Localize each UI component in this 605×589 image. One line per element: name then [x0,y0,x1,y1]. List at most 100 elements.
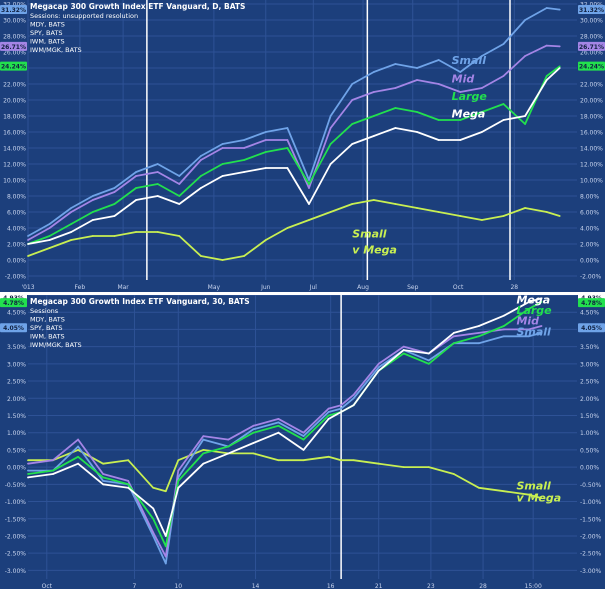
data-point-ratio [540,497,543,500]
data-point-small [329,115,332,117]
data-point-small [302,435,305,438]
y-tick-label-right: 2.50% [580,379,599,386]
data-point-mega [27,476,29,479]
data-point-mid [156,171,159,173]
data-point-mid [459,91,462,93]
data-point-large [427,362,430,365]
y-tick-label-left: 4.00% [7,226,26,233]
data-point-mid [528,328,530,331]
data-point-large [459,119,462,121]
data-point-small [528,335,530,338]
price-badge-label: 31.32% [579,7,604,14]
data-point-small [308,179,310,181]
legend-line: Sessions: unsupported resolution [30,12,138,20]
series-label-ratio: v Mega [352,244,397,257]
data-point-large [91,211,94,213]
price-badge-right [578,298,605,308]
data-point-mega [416,131,418,133]
y-tick-label-right: -2.50% [580,551,602,558]
y-tick-label-right: 4.00% [580,226,599,233]
data-point-mid [177,469,180,472]
x-tick-label: Oct [42,583,53,589]
y-tick-label-left: 2.00% [7,396,26,403]
data-point-small [327,411,330,413]
data-point-mega [340,411,343,413]
y-tick-label-left: 0.00% [7,465,26,472]
data-point-ratio [302,459,305,462]
data-point-mid [394,87,397,89]
data-point-mid [308,187,310,189]
data-point-ratio [178,235,181,237]
y-tick-label-right: 4.50% [580,310,599,317]
data-point-mid [351,99,354,101]
data-point-ratio [243,255,246,257]
data-point-ratio [308,219,310,221]
x-tick-label: Mar [117,284,129,291]
y-tick-label-left: -2.00% [5,533,27,540]
data-point-ratio [27,459,29,462]
data-point-mega [164,535,167,537]
data-point-large [329,143,332,145]
y-tick-label-left: 30.00% [3,18,26,25]
data-point-small [394,63,397,65]
data-point-large [221,163,224,165]
data-point-mid [135,175,137,177]
data-point-large [202,452,205,455]
y-tick-label-left: -1.50% [5,516,27,523]
data-point-large [277,424,280,427]
data-point-mega [302,449,305,451]
y-tick-label-left: 22.00% [3,82,26,89]
data-point-ratio [70,239,73,241]
x-tick-label: Sep [407,284,419,291]
x-tick-label: Aug [357,284,369,291]
price-badge-left [0,323,27,333]
data-point-ratio [502,215,505,217]
data-point-small [480,55,483,57]
series-label-small: Small [516,326,551,339]
data-point-ratio [558,215,561,217]
series-label-mid: Mid [452,72,475,85]
data-point-mid [152,531,155,534]
data-point-small [352,397,355,400]
data-point-mid [327,407,330,410]
series-label-ratio: Small [516,479,551,492]
series-label-small: Small [452,54,487,67]
chart-title: Megacap 300 Growth Index ETF Vanguard, 3… [30,297,250,306]
data-point-small [545,7,548,9]
data-point-large [264,151,267,153]
data-point-small [459,71,462,73]
data-point-large [102,476,105,479]
data-point-small [91,195,94,197]
series-line-large [27,301,542,548]
data-point-ratio [372,199,375,201]
data-point-small [502,43,505,45]
x-tick-label: 23 [427,583,435,589]
data-point-ratio [394,203,397,205]
data-point-mid [286,139,289,141]
data-point-ratio [402,466,405,469]
price-badge-right [578,323,605,333]
data-point-mega [394,127,397,129]
series-line-mega [27,67,561,245]
y-tick-label-right: 14.00% [580,146,603,153]
data-point-mid [227,438,230,441]
y-tick-label-left: 16.00% [3,130,26,137]
y-tick-label-right: 1.50% [580,413,599,420]
data-point-large [545,75,548,77]
data-point-ratio [48,247,51,249]
data-point-large [416,111,418,113]
data-point-small [372,71,375,73]
data-point-mega [480,131,483,133]
y-tick-label-left: 20.00% [3,98,26,105]
data-point-ratio [202,449,205,451]
data-point-mega [477,325,480,327]
data-point-mega [264,167,267,169]
data-point-mega [135,199,137,201]
data-point-small [200,155,202,157]
price-badge-left [0,41,27,51]
data-point-mid [277,418,280,420]
data-point-large [243,159,246,161]
data-point-large [452,342,455,345]
data-point-mid [377,362,380,365]
y-tick-label-right: 26.00% [580,50,603,57]
